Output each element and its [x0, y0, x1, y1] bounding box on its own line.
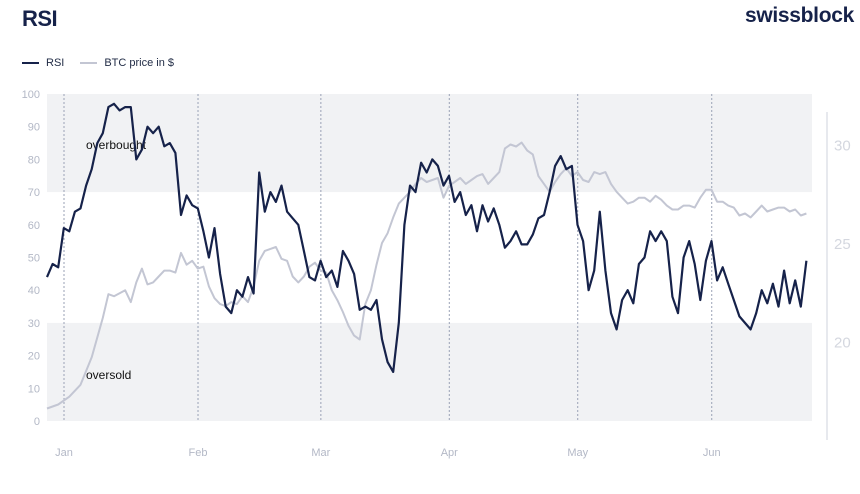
band-label-overbought: overbought: [86, 138, 147, 152]
y-tick-label: 10: [28, 383, 40, 395]
x-tick-label: Jan: [55, 447, 73, 459]
chart-legend: RSI BTC price in $: [22, 57, 190, 69]
chart-title: RSI: [22, 6, 58, 31]
legend-label-rsi: RSI: [46, 57, 65, 69]
x-tick-label: Feb: [189, 447, 208, 459]
y-right-tick-label: 30: [834, 138, 851, 155]
x-tick-label: May: [567, 447, 588, 459]
legend-item-btc: BTC price in $: [80, 57, 174, 69]
brand-logo: swissblock: [744, 4, 854, 27]
y-tick-label: 60: [28, 220, 40, 232]
x-tick-label: Apr: [441, 447, 458, 459]
y-tick-label: 0: [34, 416, 40, 428]
y-tick-label: 90: [28, 122, 40, 134]
y-tick-label: 80: [28, 154, 40, 166]
legend-swatch-btc: [80, 62, 98, 64]
rsi-line: [45, 102, 808, 373]
y-tick-label: 30: [28, 318, 40, 330]
x-tick-label: Mar: [311, 447, 330, 459]
y-tick-label: 70: [28, 187, 40, 199]
legend-swatch-rsi: [22, 62, 39, 64]
overbought-band: [47, 94, 812, 193]
legend-label-btc: BTC price in $: [104, 57, 175, 69]
y-tick-label: 50: [28, 253, 40, 265]
legend-item-rsi: RSI: [22, 57, 64, 69]
y-right-tick-label: 25: [834, 236, 851, 253]
y-tick-label: 20: [28, 351, 40, 363]
y-right-tick-label: 20: [834, 335, 851, 352]
y-tick-label: 100: [22, 89, 40, 101]
oversold-band: [47, 322, 812, 421]
y-tick-label: 40: [28, 285, 40, 297]
btc-price-line: [46, 141, 807, 410]
band-label-oversold: oversold: [86, 368, 131, 382]
x-tick-label: Jun: [703, 447, 721, 459]
